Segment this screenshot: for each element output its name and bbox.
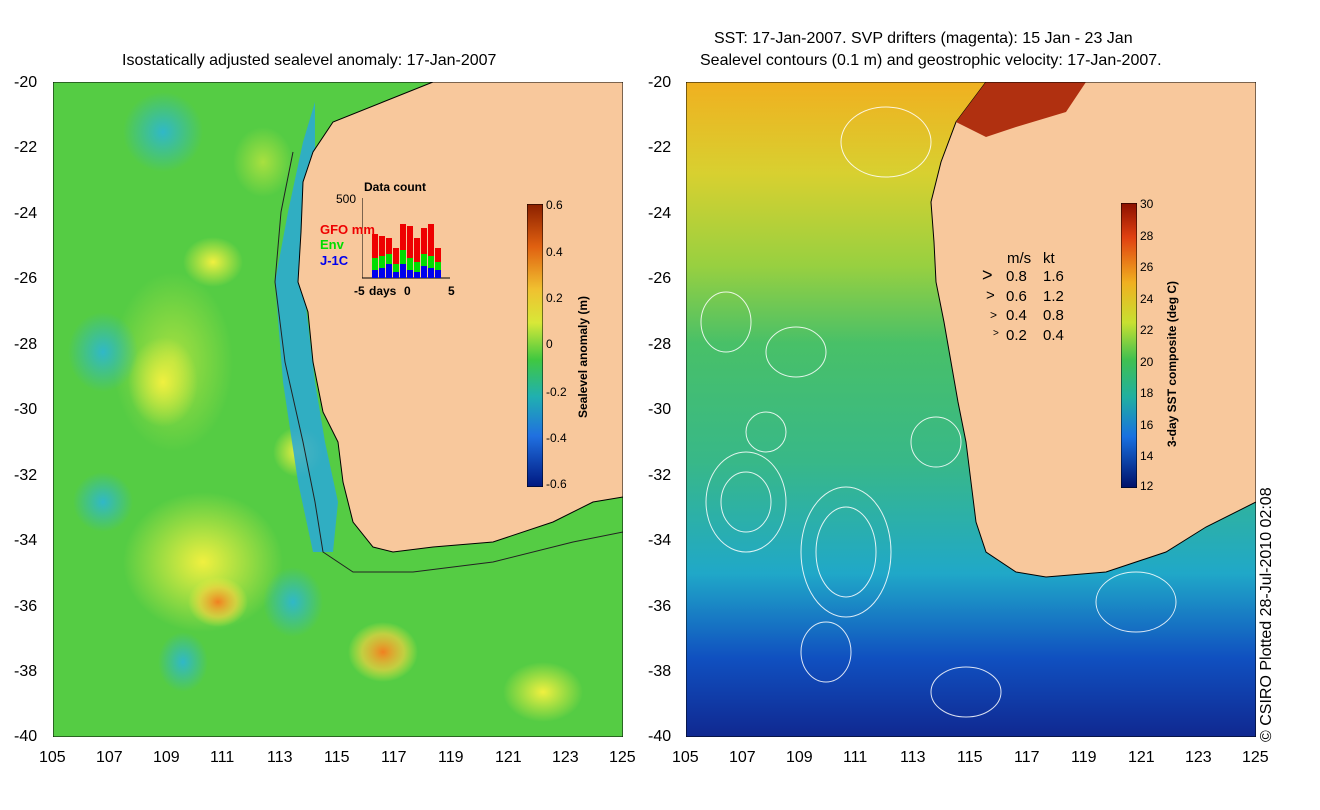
right-x-tick: 121	[1128, 749, 1155, 766]
inset-legend-gfo: GFO mm	[320, 222, 375, 237]
velocity-legend-header-ms: m/s	[1007, 250, 1032, 267]
left-y-tick: -24	[14, 205, 38, 222]
left-x-tick: 105	[39, 749, 66, 766]
sst-colorbar-tick: 14	[1140, 449, 1154, 463]
inset-x-tick: 5	[448, 284, 455, 298]
right-y-tick: -28	[648, 336, 672, 353]
inset-bars	[372, 224, 441, 278]
left-y-tick: -34	[14, 532, 38, 549]
sla-colorbar-tick: 0	[546, 337, 553, 351]
left-x-tick: 113	[267, 749, 293, 766]
sla-colorbar-tick: 0.2	[546, 291, 563, 305]
inset-x-label: days	[369, 284, 397, 298]
right-x-tick: 119	[1071, 749, 1097, 766]
sst-colorbar-tick: 12	[1140, 479, 1154, 493]
right-y-tick: -22	[648, 139, 672, 156]
left-x-tick: 125	[609, 749, 636, 766]
left-y-tick: -36	[14, 598, 38, 615]
velocity-arrow-icon: >	[990, 308, 998, 322]
right-y-tick: -40	[648, 728, 672, 745]
inset-legend-env: Env	[320, 237, 344, 252]
right-x-tick: 109	[786, 749, 813, 766]
sla-colorbar-tick: -0.2	[546, 385, 567, 399]
left-x-tick: 121	[495, 749, 522, 766]
left-y-tick: -28	[14, 336, 38, 353]
sst-colorbar-tick: 20	[1140, 355, 1154, 369]
left-y-tick: -40	[14, 728, 38, 745]
inset-x-tick: 0	[404, 284, 411, 298]
left-x-tick: 119	[438, 749, 464, 766]
inset-title: Data count	[364, 180, 427, 194]
inset-max-label: 500	[336, 192, 357, 206]
right-y-tick: -30	[648, 401, 672, 418]
right-map-title-line1: SST: 17-Jan-2007. SVP drifters (magenta)…	[714, 30, 1133, 47]
copyright-text: © CSIRO Plotted 28-Jul-2010 02:08	[1258, 487, 1275, 742]
left-y-tick: -22	[14, 139, 38, 156]
velocity-legend-ms: 0.8	[1006, 268, 1027, 285]
right-y-tick: -26	[648, 270, 672, 287]
left-y-tick: -32	[14, 467, 38, 484]
right-x-tick: 123	[1185, 749, 1212, 766]
sst-colorbar-tick: 26	[1140, 260, 1154, 274]
sla-colorbar-tick: 0.4	[546, 245, 563, 259]
left-x-tick: 111	[210, 749, 235, 766]
data-count-bar-chart	[362, 198, 450, 279]
sst-colorbar-tick: 18	[1140, 386, 1154, 400]
right-x-tick: 115	[957, 749, 983, 766]
left-y-tick: -26	[14, 270, 38, 287]
sla-colorbar-title: Sealevel anomaly (m)	[576, 295, 590, 418]
velocity-legend-kt: 0.4	[1043, 327, 1064, 344]
right-y-tick: -38	[648, 663, 672, 680]
right-x-tick: 111	[843, 749, 868, 766]
right-map-title-line2: Sealevel contours (0.1 m) and geostrophi…	[700, 52, 1162, 69]
right-y-tick: -32	[648, 467, 672, 484]
velocity-legend-ms: 0.4	[1006, 307, 1027, 324]
left-x-tick: 117	[381, 749, 407, 766]
left-x-tick: 109	[153, 749, 180, 766]
sealevel-colorbar	[527, 204, 543, 487]
right-y-tick: -24	[648, 205, 672, 222]
velocity-arrow-icon: >	[993, 328, 999, 339]
left-x-tick: 123	[552, 749, 579, 766]
inset-x-tick: -5	[354, 284, 365, 298]
sst-colorbar-tick: 24	[1140, 292, 1154, 306]
sla-colorbar-tick: -0.4	[546, 431, 567, 445]
right-x-tick: 113	[900, 749, 926, 766]
left-y-tick: -20	[14, 74, 38, 91]
sst-colorbar-tick: 16	[1140, 418, 1154, 432]
velocity-legend-ms: 0.2	[1006, 327, 1027, 344]
sst-colorbar-title: 3-day SST composite (deg C)	[1165, 280, 1179, 447]
right-x-tick: 117	[1014, 749, 1040, 766]
sst-map	[686, 82, 1256, 737]
left-x-tick: 115	[324, 749, 350, 766]
sst-colorbar-tick: 22	[1140, 323, 1154, 337]
right-y-tick: -34	[648, 532, 672, 549]
sla-colorbar-tick: 0.6	[546, 198, 563, 212]
sst-colorbar-tick: 30	[1140, 197, 1154, 211]
velocity-legend-ms: 0.6	[1006, 288, 1027, 305]
velocity-legend-kt: 0.8	[1043, 307, 1064, 324]
right-x-tick: 107	[729, 749, 756, 766]
sst-colorbar-tick: 28	[1140, 229, 1154, 243]
left-y-tick: -38	[14, 663, 38, 680]
left-x-tick: 107	[96, 749, 123, 766]
left-map-title: Isostatically adjusted sealevel anomaly:…	[122, 52, 497, 69]
right-y-tick: -36	[648, 598, 672, 615]
velocity-legend-kt: 1.2	[1043, 288, 1064, 305]
left-y-tick: -30	[14, 401, 38, 418]
velocity-legend-header-kt: kt	[1043, 250, 1055, 267]
right-y-tick: -20	[648, 74, 672, 91]
velocity-arrow-icon: >	[986, 287, 995, 304]
right-x-tick: 105	[672, 749, 699, 766]
sla-colorbar-tick: -0.6	[546, 477, 567, 491]
right-x-tick: 125	[1242, 749, 1269, 766]
velocity-arrow-icon: >	[982, 265, 993, 285]
inset-legend-j1c: J-1C	[320, 253, 349, 268]
velocity-legend-kt: 1.6	[1043, 268, 1064, 285]
sst-colorbar	[1121, 203, 1137, 488]
